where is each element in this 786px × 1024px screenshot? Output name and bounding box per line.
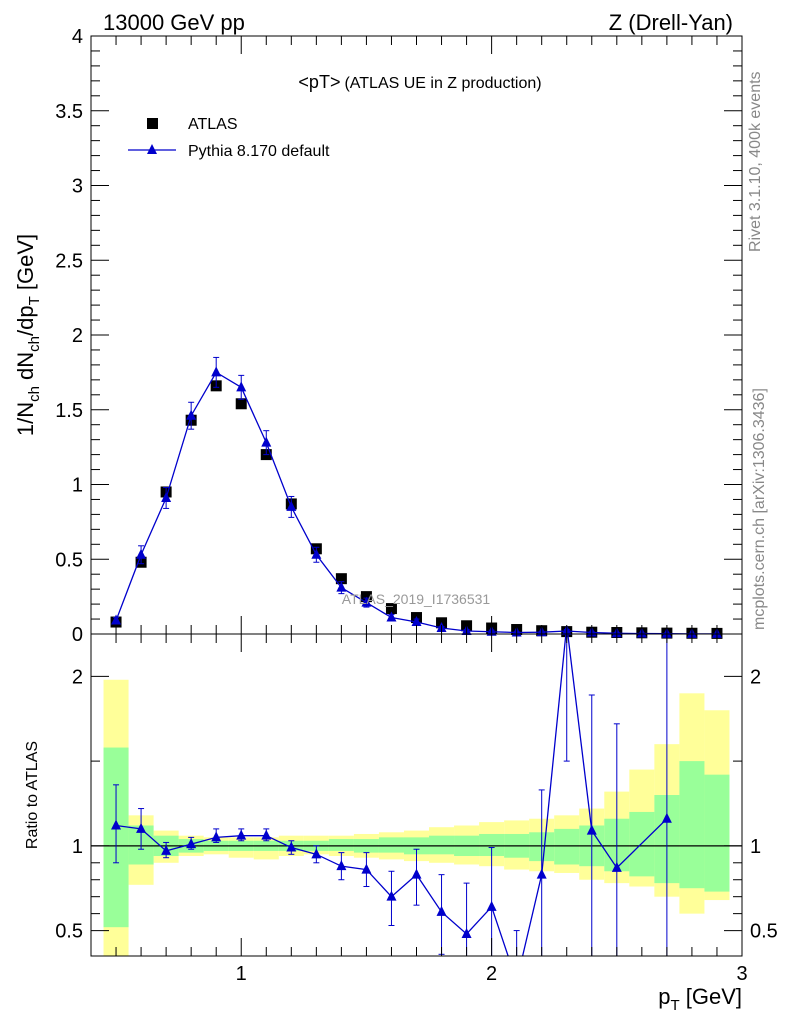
pythia-point	[361, 596, 372, 607]
main-title: <pT> (ATLAS UE in Z production)	[298, 72, 541, 92]
mcplots-label: mcplots.cern.ch [arXiv:1306.3436]	[751, 388, 768, 630]
ratio-line	[115, 634, 668, 956]
pythia-point	[136, 548, 147, 559]
ratio-point	[411, 868, 422, 879]
ratio-ytick-label: 2	[72, 666, 83, 688]
main-ytick-label: 3	[72, 176, 83, 198]
watermark: ATLAS_2019_I1736531	[342, 591, 491, 607]
legend-atlas-marker	[147, 118, 158, 129]
ratio-series	[111, 634, 672, 985]
ratio-panel: 0.5 0.5 1 1 2 2 1 2 3 Ratio to ATLAS pT [GeV]	[24, 633, 778, 1014]
ratio-ytick-label-right: 1	[750, 836, 761, 858]
ratio-ylabel: Ratio to ATLAS	[24, 741, 41, 849]
ratio-point	[461, 927, 472, 938]
pythia-point	[111, 614, 122, 625]
ratio-band-inner	[378, 837, 404, 853]
ratio-point	[311, 848, 322, 859]
ratio-point	[512, 975, 522, 985]
ratio-point	[586, 824, 597, 835]
main-ylabel: 1/Nch dNch/dpT [GeV]	[13, 234, 43, 436]
ratio-point	[111, 819, 122, 830]
ratio-point	[386, 890, 397, 901]
pythia-point	[311, 548, 322, 559]
ratio-xlabel: pT [GeV]	[658, 984, 742, 1014]
main-ytick-label: 2	[72, 325, 83, 347]
main-ytick-label: 1	[72, 475, 83, 497]
header-right: Z (Drell-Yan)	[609, 10, 733, 35]
ratio-ytick-label-right: 0.5	[750, 921, 778, 943]
ratio-point	[136, 822, 147, 833]
legend-atlas-label: ATLAS	[188, 116, 238, 133]
main-ticks: 0 0.5 1 1.5 2 2.5 3 3.5 4	[55, 26, 743, 646]
ratio-band-inner	[328, 839, 354, 851]
ratio-band-inner	[679, 761, 705, 889]
ratio-xtick-label: 3	[736, 963, 747, 985]
pythia-point	[286, 500, 297, 511]
rivet-label: Rivet 3.1.10, 400k events	[747, 71, 764, 252]
atlas-point	[335, 573, 347, 585]
ratio-point	[486, 900, 497, 911]
main-ytick-label: 1.5	[55, 400, 83, 422]
main-panel: 0 0.5 1 1.5 2 2.5 3 3.5 4 <pT> (ATLAS UE in Z pro…	[13, 26, 743, 646]
ratio-point	[661, 812, 672, 823]
pythia-point	[211, 366, 222, 377]
main-ytick-label: 0	[72, 624, 83, 646]
ratio-band-inner	[704, 774, 730, 892]
ratio-ytick-label-right: 2	[750, 666, 761, 688]
pythia-point	[386, 611, 397, 622]
ratio-point	[261, 829, 272, 840]
main-ytick-label: 0.5	[55, 549, 83, 571]
ratio-ytick-label: 0.5	[55, 921, 83, 943]
main-ytick-label: 3.5	[55, 101, 83, 123]
title-main: <pT>	[298, 72, 340, 92]
ratio-band-inner	[554, 828, 580, 865]
legend-pythia-marker	[147, 144, 157, 154]
pythia-point	[411, 616, 422, 627]
ratio-band-inner	[479, 833, 505, 857]
ratio-point	[161, 844, 172, 855]
ratio-point	[536, 868, 547, 879]
atlas-point	[385, 603, 397, 615]
pythia-point	[336, 581, 347, 592]
header-left: 13000 GeV pp	[103, 10, 245, 35]
ratio-xtick-label: 1	[236, 963, 247, 985]
main-ytick-label: 2.5	[55, 250, 83, 272]
pythia-point	[161, 491, 172, 502]
legend-pythia-label: Pythia 8.170 default	[188, 143, 330, 160]
legend: ATLAS Pythia 8.170 default	[128, 116, 330, 160]
pythia-point	[186, 409, 197, 420]
ratio-point	[286, 841, 297, 852]
pythia-point	[236, 381, 247, 392]
ratio-point	[211, 831, 222, 842]
ratio-point	[236, 829, 247, 840]
ratio-point	[186, 838, 197, 849]
ratio-point	[611, 861, 622, 872]
ratio-band-inner	[429, 835, 455, 855]
pythia-point	[261, 436, 272, 447]
ratio-xtick-label: 2	[486, 963, 497, 985]
ratio-ytick-label: 1	[72, 836, 83, 858]
title-sub: (ATLAS UE in Z production)	[344, 75, 541, 92]
ratio-marks	[91, 634, 742, 985]
atlas-point	[235, 398, 247, 410]
main-ytick-label: 4	[72, 26, 83, 48]
ratio-point	[336, 860, 347, 871]
ratio-point	[436, 905, 447, 916]
ratio-ticks: 0.5 0.5 1 1 2 2 1 2 3	[55, 634, 778, 985]
ratio-point	[361, 863, 372, 874]
